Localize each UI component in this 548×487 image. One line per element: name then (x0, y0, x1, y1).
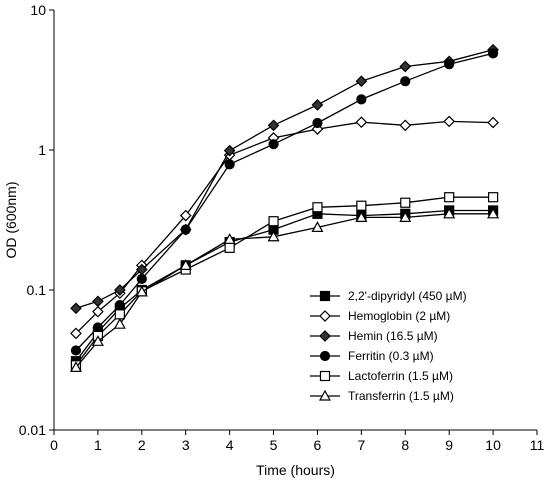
data-point-marker (223, 144, 236, 157)
data-point-marker (487, 207, 500, 219)
legend: 2,2'-dipyridyl (450 µM) Hemoglobin (2 µM)… (310, 289, 467, 403)
x-axis-label: Time (hours) (256, 462, 335, 478)
data-point-marker (113, 317, 126, 329)
data-point-marker (114, 309, 125, 320)
data-point-marker (135, 285, 148, 297)
data-point-marker (70, 302, 82, 315)
x-tick-label: 2 (138, 437, 146, 453)
data-point-marker (399, 211, 412, 223)
data-point-marker (319, 370, 331, 382)
data-point-marker (355, 116, 368, 129)
legend-entry: Transferrin (1.5 µM) (310, 389, 454, 403)
x-tick-label: 6 (314, 437, 322, 453)
data-point-marker (319, 330, 331, 342)
data-point-marker (70, 345, 82, 356)
y-tick-label: 10 (30, 2, 46, 18)
x-tick-label: 8 (401, 437, 409, 453)
data-point-marker (136, 273, 147, 285)
data-point-marker (179, 259, 192, 270)
data-point-marker (311, 99, 324, 111)
y-tick-label: 0.1 (27, 282, 47, 298)
data-point-marker (268, 216, 279, 227)
data-point-marker (400, 197, 411, 208)
data-point-marker (399, 119, 412, 132)
data-point-marker (487, 192, 499, 203)
data-point-marker (319, 310, 331, 322)
data-point-marker (356, 94, 367, 105)
legend-entry: Lactoferrin (1.5 µM) (310, 369, 453, 383)
y-tick-label: 1 (38, 142, 46, 158)
data-point-marker (443, 207, 456, 219)
y-axis-label: OD (600nm) (3, 181, 19, 258)
data-point-marker (312, 117, 323, 129)
data-point-marker (92, 295, 104, 308)
data-point-marker (70, 327, 82, 340)
legend-label: Hemin (16.5 µM) (348, 329, 438, 343)
data-point-marker (267, 230, 280, 242)
data-point-marker (319, 350, 331, 362)
series-line (75, 52, 494, 351)
legend-entry: Ferritin (0.3 µM) (310, 349, 434, 363)
data-point-marker (268, 139, 279, 150)
data-point-marker (355, 211, 368, 223)
data-point-marker (444, 192, 455, 203)
y-tick-label: 0.01 (19, 422, 46, 438)
data-point-marker (114, 300, 125, 311)
series-2 (70, 115, 499, 340)
series-layer (69, 43, 500, 372)
legend-label: Lactoferrin (1.5 µM) (348, 369, 453, 383)
data-point-marker (487, 116, 499, 129)
legend-label: Hemoglobin (2 µM) (348, 309, 450, 323)
x-tick-label: 0 (50, 437, 58, 453)
data-point-marker (224, 159, 235, 170)
x-tick-label: 3 (182, 437, 190, 453)
data-point-marker (114, 284, 126, 296)
data-point-marker (443, 115, 456, 128)
data-point-marker (487, 48, 499, 59)
data-point-marker (92, 305, 104, 318)
legend-entry: Hemoglobin (2 µM) (310, 309, 450, 323)
x-tick-label: 10 (485, 437, 501, 453)
x-tick-label: 9 (445, 437, 453, 453)
x-tick-label: 5 (270, 437, 278, 453)
data-point-marker (180, 224, 191, 235)
data-point-marker (179, 209, 192, 222)
legend-entry: Hemin (16.5 µM) (310, 329, 438, 343)
data-point-marker (224, 242, 235, 253)
x-tick-label: 1 (94, 437, 102, 453)
data-point-marker (92, 322, 104, 333)
legend-label: Transferrin (1.5 µM) (348, 389, 454, 403)
legend-label: 2,2'-dipyridyl (450 µM) (348, 289, 467, 303)
data-point-marker (400, 76, 411, 87)
data-point-marker (318, 389, 332, 401)
data-point-marker (319, 290, 331, 302)
data-point-marker (355, 75, 368, 88)
data-point-marker (312, 202, 323, 213)
x-tick-label: 7 (357, 437, 365, 453)
series-line (75, 120, 494, 334)
series-5 (70, 192, 499, 371)
x-tick-label: 4 (226, 437, 234, 453)
series-4 (70, 48, 499, 356)
legend-entry: 2,2'-dipyridyl (450 µM) (310, 289, 467, 303)
legend-label: Ferritin (0.3 µM) (348, 349, 434, 363)
x-tick-label: 11 (530, 437, 545, 453)
data-point-marker (356, 200, 367, 211)
axes: 0 1 2 3 4 5 6 7 8 9 10 11 0.01 0.1 1 10 (19, 2, 545, 453)
data-point-marker (311, 123, 324, 135)
data-point-marker (223, 233, 236, 244)
data-point-marker (267, 119, 280, 132)
data-point-marker (69, 361, 82, 372)
series-6 (69, 207, 500, 372)
data-point-marker (399, 60, 412, 73)
data-point-marker (91, 335, 104, 346)
data-point-marker (444, 59, 455, 70)
data-point-marker (311, 221, 324, 232)
